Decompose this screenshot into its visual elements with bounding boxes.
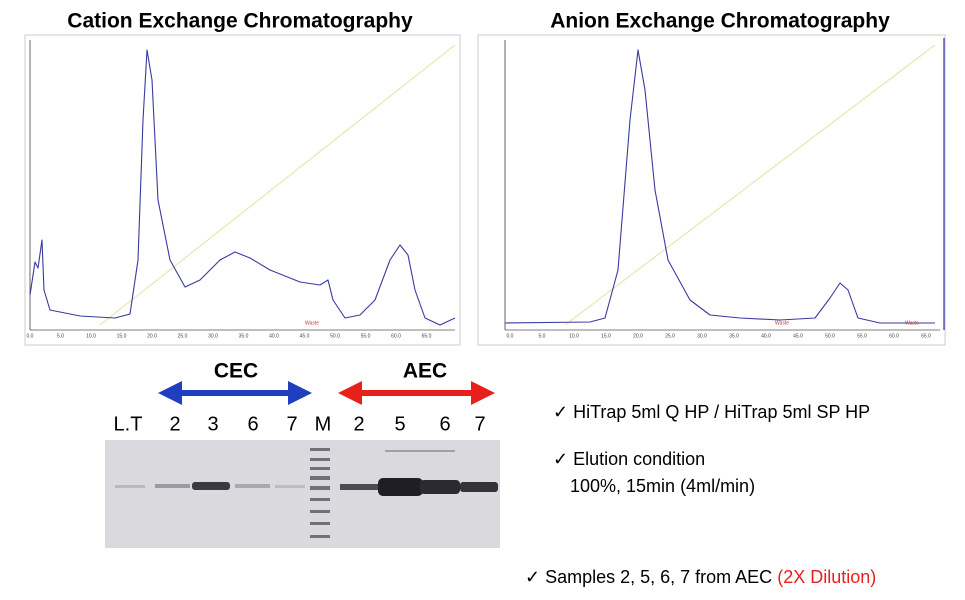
x-tick-label: 20.0	[147, 333, 157, 339]
panel	[24, 34, 461, 346]
x-tick-label: 50.0	[825, 333, 835, 339]
x-tick-label: 15.0	[117, 333, 127, 339]
x-tick-label: 10.0	[569, 333, 579, 339]
x-tick-label: 40.0	[269, 333, 279, 339]
lane-label: 6	[247, 413, 258, 435]
band	[275, 485, 305, 488]
cec-chromatogram: Waste	[24, 34, 461, 346]
lane-label: 7	[286, 413, 297, 435]
x-tick-label: 25.0	[178, 333, 188, 339]
note: ✓ Elution condition	[553, 449, 705, 469]
x-tick-label: 45.0	[793, 333, 803, 339]
x-tick-label: 55.0	[361, 333, 371, 339]
trace	[504, 49, 935, 324]
highlight: (2X Dilution)	[777, 567, 876, 587]
lane-label: 2	[353, 413, 364, 435]
lane-label: L.T	[114, 413, 143, 435]
x-tick-label: 0.0	[27, 333, 34, 339]
gel-labels: CEC AEC	[158, 360, 495, 405]
waste-label: Waste	[775, 320, 789, 326]
gradient	[564, 44, 936, 326]
x-tick-label: 25.0	[665, 333, 675, 339]
x-tick-label: 65.0	[422, 333, 432, 339]
band	[192, 482, 230, 490]
group-label: AEC	[403, 360, 447, 383]
x-tick-label: 5.0	[57, 333, 64, 339]
aec-chromatogram: Waste Waste	[477, 34, 946, 346]
gradient	[99, 44, 456, 326]
x-tick-label: 0.0	[507, 333, 514, 339]
lane-label: 2	[169, 413, 180, 435]
band	[235, 484, 270, 488]
x-tick-label: 35.0	[239, 333, 249, 339]
x-tick-label: 65.0	[921, 333, 931, 339]
band	[420, 480, 460, 494]
lane-label: 6	[439, 413, 450, 435]
lane-label: 7	[474, 413, 485, 435]
band	[155, 484, 190, 488]
x-tick-label: 10.0	[86, 333, 96, 339]
lane-label: 5	[394, 413, 405, 435]
x-tick-label: 30.0	[697, 333, 707, 339]
x-tick-label: 35.0	[729, 333, 739, 339]
x-tick-label: 30.0	[208, 333, 218, 339]
x-tick-label: 45.0	[300, 333, 310, 339]
gel	[105, 440, 500, 548]
waste-label: Waste	[905, 320, 919, 326]
cec-title: Cation Exchange Chromatography	[67, 10, 413, 33]
x-tick-label: 40.0	[761, 333, 771, 339]
lane-label: 3	[207, 413, 218, 435]
note: 100%, 15min (4ml/min)	[570, 476, 755, 496]
waste-label: Waste	[305, 320, 319, 326]
band	[385, 450, 455, 452]
x-tick-label: 60.0	[889, 333, 899, 339]
group-label: CEC	[214, 360, 258, 383]
x-tick-label: 15.0	[601, 333, 611, 339]
aec-title: Anion Exchange Chromatography	[550, 10, 890, 33]
note-text: ✓ Samples 2, 5, 6, 7 from AEC	[525, 567, 772, 587]
note: ✓ Samples 2, 5, 6, 7 from AEC (2X Diluti…	[525, 567, 876, 587]
x-tick-label: 5.0	[539, 333, 546, 339]
band	[378, 478, 423, 496]
ladder	[310, 448, 330, 538]
trace	[29, 49, 456, 326]
lane-label: M	[315, 413, 332, 435]
panel	[477, 34, 946, 346]
x-tick-label: 50.0	[330, 333, 340, 339]
x-tick-label: 60.0	[391, 333, 401, 339]
band	[115, 485, 145, 488]
note: ✓ HiTrap 5ml Q HP / HiTrap 5ml SP HP	[553, 402, 870, 422]
band	[340, 484, 378, 490]
x-tick-label: 55.0	[857, 333, 867, 339]
x-tick-label: 20.0	[633, 333, 643, 339]
band	[460, 482, 498, 492]
